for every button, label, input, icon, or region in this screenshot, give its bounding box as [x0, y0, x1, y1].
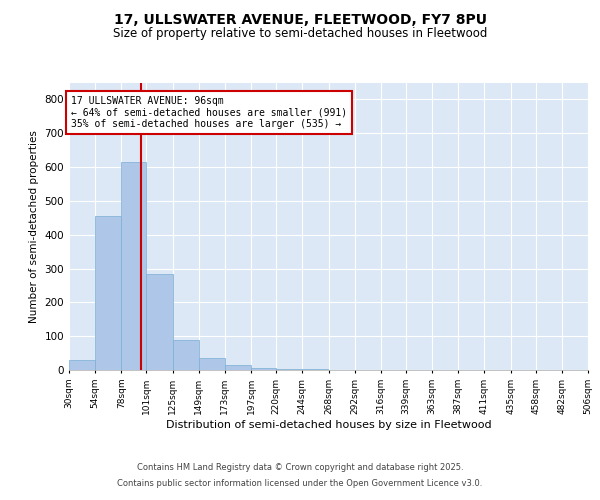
Text: Size of property relative to semi-detached houses in Fleetwood: Size of property relative to semi-detach… [113, 28, 487, 40]
Text: 17 ULLSWATER AVENUE: 96sqm
← 64% of semi-detached houses are smaller (991)
35% o: 17 ULLSWATER AVENUE: 96sqm ← 64% of semi… [71, 96, 347, 129]
Bar [146, 274, 173, 370]
Bar [251, 368, 276, 370]
Bar [69, 360, 95, 370]
Bar [95, 216, 121, 370]
X-axis label: Distribution of semi-detached houses by size in Fleetwood: Distribution of semi-detached houses by … [166, 420, 491, 430]
Text: Contains HM Land Registry data © Crown copyright and database right 2025.: Contains HM Land Registry data © Crown c… [137, 464, 463, 472]
Bar [199, 358, 225, 370]
Text: 17, ULLSWATER AVENUE, FLEETWOOD, FY7 8PU: 17, ULLSWATER AVENUE, FLEETWOOD, FY7 8PU [113, 12, 487, 26]
Bar [173, 340, 199, 370]
Text: Contains public sector information licensed under the Open Government Licence v3: Contains public sector information licen… [118, 478, 482, 488]
Bar [121, 162, 146, 370]
Bar [276, 369, 302, 370]
Y-axis label: Number of semi-detached properties: Number of semi-detached properties [29, 130, 39, 322]
Bar [225, 365, 251, 370]
